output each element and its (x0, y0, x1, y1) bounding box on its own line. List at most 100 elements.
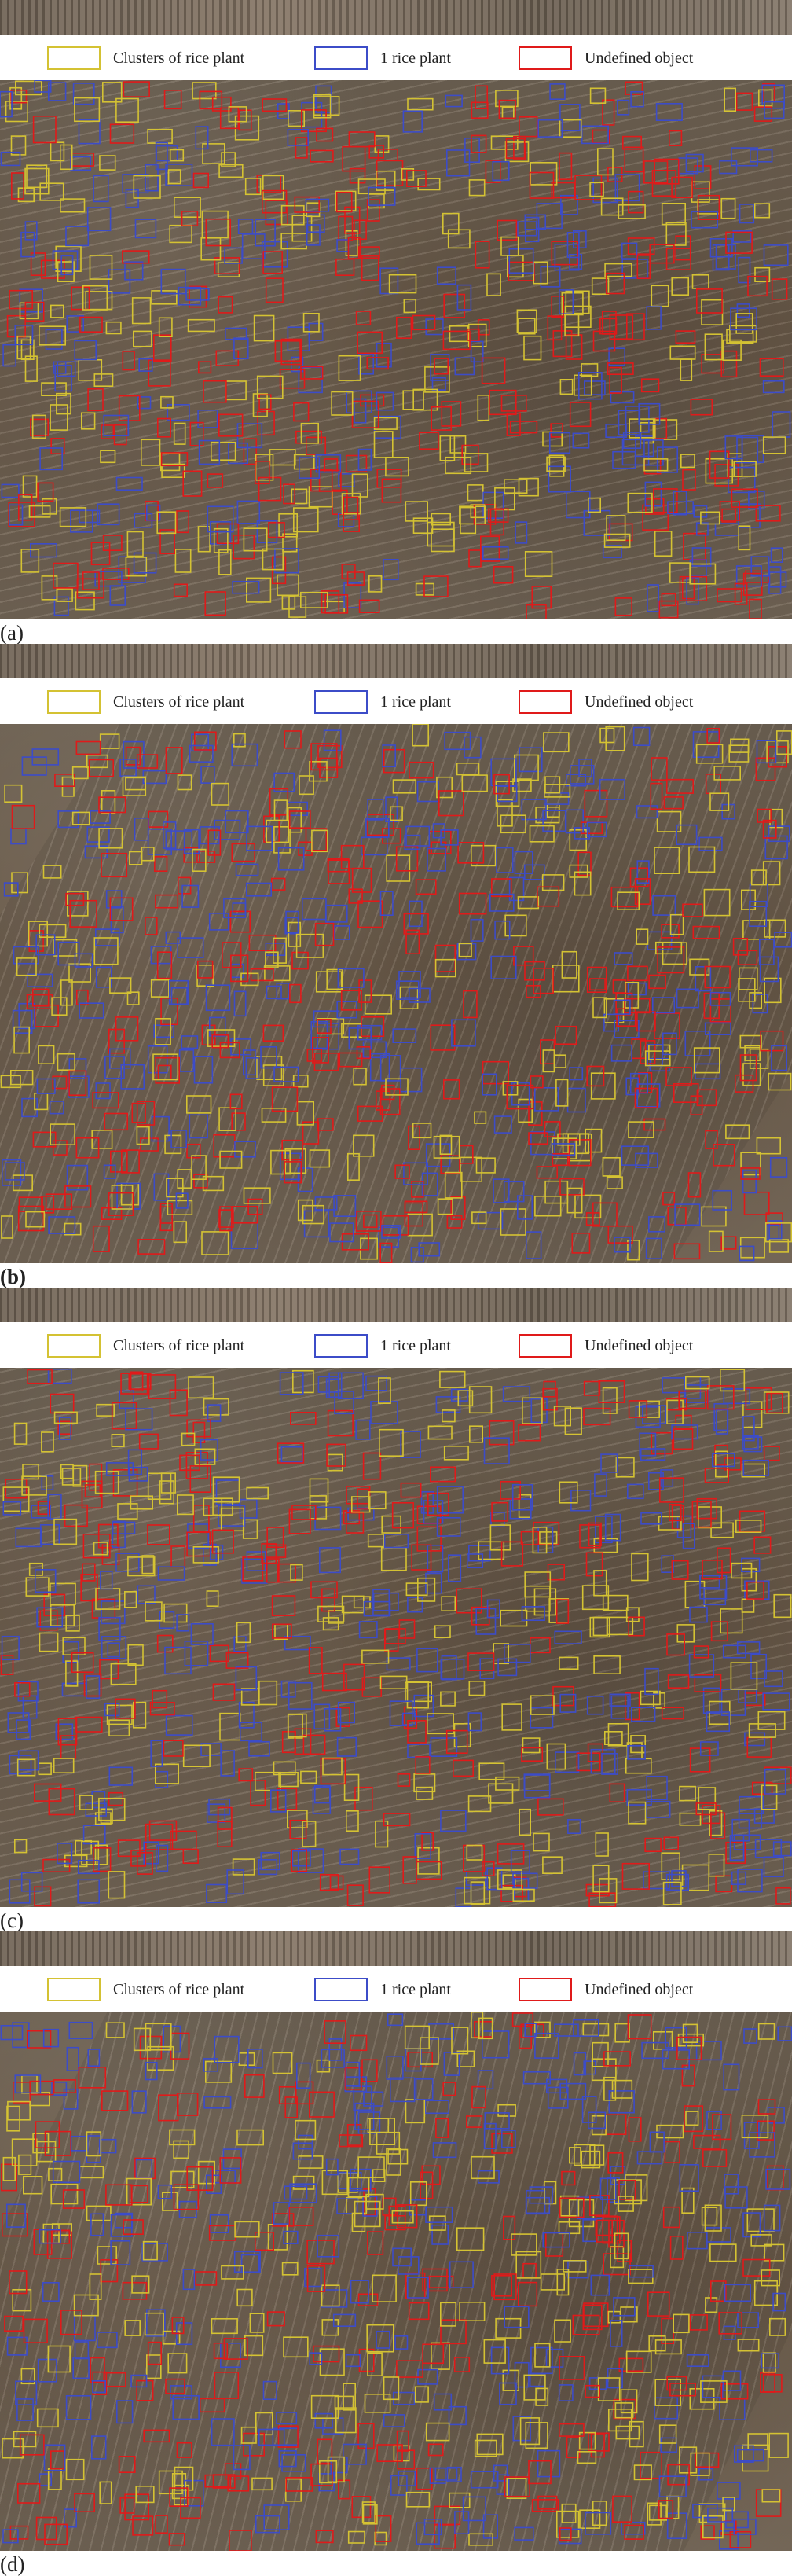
single-plant-detection-box (97, 503, 120, 526)
single-plant-detection-box (146, 504, 161, 521)
single-plant-detection-box (146, 2309, 166, 2337)
single-plant-detection-box (671, 1424, 698, 1440)
cluster-detection-box (10, 1069, 34, 1086)
single-plant-detection-box (207, 505, 234, 533)
undefined-object-detection-box (17, 1205, 45, 1232)
undefined-object-detection-box (513, 135, 526, 160)
single-plant-detection-box (524, 216, 540, 243)
single-plant-detection-box (52, 250, 79, 270)
single-plant-detection-box (638, 402, 661, 425)
single-plant-detection-box (684, 1384, 710, 1403)
undefined-object-detection-box (737, 950, 758, 965)
undefined-object-detection-box (649, 244, 675, 264)
undefined-object-detection-box (279, 369, 306, 389)
undefined-object-detection-box (409, 761, 434, 779)
undefined-object-detection-box (317, 2438, 333, 2464)
cluster-detection-box (164, 1134, 182, 1155)
cluster-detection-box (589, 2144, 605, 2166)
undefined-object-detection-box (434, 2524, 456, 2549)
undefined-object-detection-box (35, 2121, 60, 2149)
undefined-object-detection-box (171, 2317, 185, 2335)
undefined-object-detection-box (757, 2099, 776, 2115)
single-plant-detection-box (184, 1641, 209, 1666)
single-plant-detection-box (208, 1016, 226, 1037)
detection-boxes (0, 2012, 792, 2551)
single-plant-detection-box (559, 2082, 587, 2100)
undefined-object-detection-box (5, 1479, 28, 1499)
single-plant-detection-box (723, 2325, 736, 2340)
undefined-object-detection-box (192, 1505, 210, 1533)
cluster-detection-box (582, 2023, 610, 2037)
cluster-detection-box (603, 2076, 617, 2101)
undefined-object-detection-box (481, 357, 506, 384)
undefined-object-detection-box (578, 851, 592, 876)
legend-item-single-plant: 1 rice plant (314, 690, 451, 714)
cluster-detection-box (4, 784, 23, 803)
single-plant-detection-box (189, 744, 214, 763)
cluster-detection-box (254, 1771, 281, 1791)
single-plant-detection-box (281, 2453, 306, 2472)
single-plant-detection-box (688, 1654, 715, 1678)
undefined-object-detection-box (446, 1729, 468, 1755)
undefined-object-detection-box (471, 1606, 490, 1626)
single-plant-detection-box (65, 2394, 92, 2420)
single-plant-detection-box (22, 1695, 38, 1719)
single-plant-detection-box (354, 398, 367, 424)
undefined-object-detection-box (14, 1681, 31, 1697)
single-plant-detection-box (768, 1220, 783, 1240)
cluster-detection-box (773, 1593, 792, 1619)
undefined-object-detection-box (343, 512, 361, 532)
undefined-object-detection-box (109, 123, 135, 144)
cluster-detection-box (468, 2533, 494, 2546)
cluster-detection-box (292, 507, 319, 533)
cluster-detection-box (439, 2302, 456, 2327)
undefined-object-detection-box (642, 504, 669, 531)
single-plant-detection-box (430, 1737, 458, 1758)
undefined-object-detection-box (177, 2093, 199, 2116)
single-plant-detection-box (342, 2443, 367, 2465)
single-plant-detection-box (554, 2023, 579, 2037)
cluster-detection-box (605, 726, 625, 751)
single-plant-detection-box (63, 2088, 79, 2110)
single-plant-detection-box (710, 238, 733, 258)
cluster-detection-box (124, 2320, 141, 2336)
undefined-object-detection-box (357, 331, 383, 355)
undefined-object-detection-box (155, 894, 179, 909)
cluster-detection-box (367, 1534, 385, 1548)
cluster-detection-box (31, 414, 47, 439)
cluster-detection-box (427, 1425, 453, 1440)
undefined-object-detection-box (308, 1647, 323, 1674)
single-plant-detection-box (733, 2445, 754, 2463)
cluster-detection-box (361, 2501, 376, 2523)
single-plant-detection-box (314, 1196, 338, 1211)
cluster-detection-box (145, 2023, 172, 2051)
single-plant-detection-box (60, 255, 74, 276)
undefined-object-detection-box (431, 406, 453, 431)
cluster-detection-box (358, 2156, 385, 2178)
single-plant-detection-box (313, 1010, 340, 1028)
single-plant-detection-box (137, 396, 152, 410)
single-plant-detection-box (482, 491, 504, 520)
undefined-object-detection-box (75, 1137, 100, 1159)
undefined-object-detection-box (316, 127, 334, 142)
undefined-object-detection-box (666, 1633, 686, 1656)
single-plant-detection-box (647, 1216, 666, 1233)
undefined-object-detection-box (266, 1527, 284, 1549)
legend: Clusters of rice plant 1 rice plant Unde… (0, 1322, 792, 1368)
single-plant-detection-box (515, 521, 528, 544)
single-plant-detection-box (554, 1630, 582, 1644)
cluster-detection-box (65, 2458, 85, 2481)
cluster-detection-box (221, 2265, 244, 2280)
single-plant-detection-box (206, 1883, 228, 1904)
cluster-detection-box (201, 1231, 229, 1255)
legend-swatch-blue (314, 1334, 368, 1358)
cluster-detection-box (495, 2317, 522, 2339)
single-plant-detection-box (555, 1751, 580, 1773)
single-plant-detection-box (240, 2254, 260, 2273)
undefined-object-detection-box (628, 190, 644, 214)
cluster-detection-box (467, 484, 484, 502)
single-plant-detection-box (440, 1810, 467, 1832)
panel-caption: (d) (0, 2552, 25, 2576)
single-plant-detection-box (189, 1114, 208, 1139)
cluster-detection-box (93, 1542, 108, 1556)
